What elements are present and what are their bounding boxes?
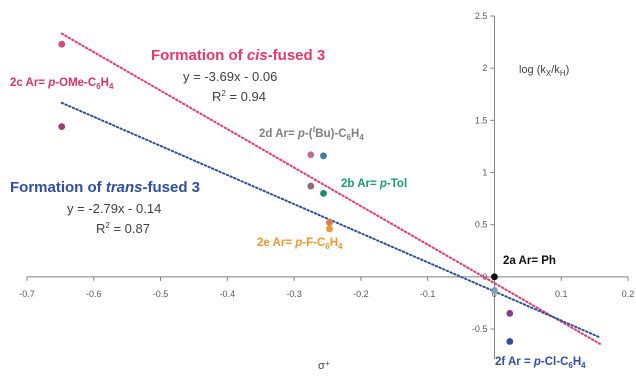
x-tick-label: -0.3 bbox=[286, 289, 302, 299]
label-2e: 2e Ar= p-F-C6H4 bbox=[257, 237, 343, 251]
point-2e-trans bbox=[326, 225, 333, 233]
cis-trendline bbox=[60, 32, 601, 345]
y-title-a: log (k bbox=[519, 64, 546, 76]
x-tick-label: -0.7 bbox=[19, 289, 35, 299]
label-2b: 2b Ar= p-Tol bbox=[341, 178, 407, 190]
x-tick-label: 0.1 bbox=[555, 289, 568, 299]
label-2d-mid: Bu)-C bbox=[315, 128, 346, 140]
label-2c-end: H bbox=[101, 77, 109, 89]
data-points bbox=[58, 40, 514, 345]
label-2f-post: -Cl-C bbox=[541, 356, 568, 368]
label-2f-sub: 6 bbox=[568, 361, 573, 370]
label-2b-pre: 2b Ar= bbox=[341, 178, 380, 190]
x-tick-label: 0.2 bbox=[622, 289, 635, 299]
label-2e-end: H bbox=[330, 237, 338, 249]
y-title-sub1: X bbox=[546, 69, 552, 78]
trans-r2-sup: 2 bbox=[105, 221, 110, 230]
trans-title-post: -fused 3 bbox=[143, 179, 201, 196]
label-2d-pre: 2d Ar= bbox=[259, 128, 298, 140]
point-2b-cis bbox=[320, 152, 327, 160]
label-2d-end: H bbox=[351, 128, 359, 140]
point-2d-trans bbox=[307, 182, 315, 190]
y-tick-label: -0.5 bbox=[472, 324, 488, 334]
label-2c-sub2: 4 bbox=[109, 82, 114, 91]
label-2a-pre: 2a Ar= Ph bbox=[503, 255, 556, 267]
y-title-end: ) bbox=[566, 64, 570, 76]
trans-r2-post: = 0.87 bbox=[110, 221, 150, 236]
y-tick-label: 1 bbox=[482, 168, 487, 178]
label-2e-ital: p bbox=[294, 237, 302, 249]
x-tick-label: -0.5 bbox=[153, 289, 169, 299]
label-2e-pre: 2e Ar= bbox=[257, 237, 295, 249]
y-tick-label: 2 bbox=[482, 63, 487, 73]
x-tick-label: -0.6 bbox=[86, 289, 102, 299]
cis-title-italic: cis bbox=[247, 47, 268, 64]
point-2c-trans bbox=[58, 123, 66, 130]
label-2f-pre: 2f Ar = bbox=[495, 356, 534, 368]
label-2c-pre: 2c Ar= bbox=[10, 77, 48, 89]
label-2d-sub2: 4 bbox=[359, 133, 364, 142]
point-2d-cis bbox=[307, 151, 315, 159]
label-2d-ital: p bbox=[297, 128, 305, 140]
cis-r2: R2 = 0.94 bbox=[212, 89, 266, 104]
label-2d-sub: 6 bbox=[347, 133, 352, 142]
label-2a: 2a Ar= Ph bbox=[503, 255, 556, 267]
trans-r2-pre: R bbox=[96, 221, 105, 236]
trans-title-pre: Formation of bbox=[10, 179, 106, 196]
x-tick-label: -0.1 bbox=[420, 289, 436, 299]
point-2c-cis bbox=[58, 40, 66, 48]
label-2e-post: -F-C bbox=[302, 237, 325, 249]
cis-title-post: -fused 3 bbox=[268, 47, 326, 64]
label-2c: 2c Ar= p-OMe-C6H4 bbox=[10, 77, 114, 91]
y-tick-label: 1.5 bbox=[475, 115, 488, 125]
cis-title-pre: Formation of bbox=[151, 47, 247, 64]
cis-r2-post: = 0.94 bbox=[226, 89, 266, 104]
label-2b-ital: p bbox=[379, 178, 387, 190]
cis-r2-pre: R bbox=[212, 89, 221, 104]
trans-equation: y = -2.79x - 0.14 bbox=[67, 201, 161, 216]
label-2f-end: H bbox=[573, 356, 581, 368]
label-2c-ital: p bbox=[47, 77, 55, 89]
label-2e-sub: 6 bbox=[325, 242, 330, 251]
point-2a-trans bbox=[491, 286, 498, 294]
trans-r2: R2 = 0.87 bbox=[96, 221, 150, 236]
label-2d-sup: t bbox=[313, 125, 316, 134]
label-2f-ital: p bbox=[533, 356, 541, 368]
y-tick-label: 0.5 bbox=[475, 220, 488, 230]
cis-fit-title: Formation of cis-fused 3 bbox=[151, 47, 325, 64]
label-2c-post: -OMe-C bbox=[55, 77, 96, 89]
x-tick-label: -0.2 bbox=[353, 289, 369, 299]
label-2f: 2f Ar = p-Cl-C6H4 bbox=[495, 356, 586, 370]
label-2d: 2d Ar= p-(tBu)-C6H4 bbox=[259, 125, 364, 142]
x-tick-label: 0 bbox=[492, 289, 497, 299]
point-2b-trans bbox=[320, 189, 327, 197]
point-2f-trans bbox=[506, 338, 514, 345]
point-2e-cis bbox=[326, 219, 333, 226]
label-2c-sub: 6 bbox=[96, 82, 101, 91]
y-title-mid: /k bbox=[551, 64, 560, 76]
label-2b-post: -Tol bbox=[387, 178, 407, 190]
label-2d-post: -( bbox=[305, 128, 313, 140]
point-2a-cis bbox=[491, 273, 498, 281]
point-2f-cis bbox=[506, 309, 514, 317]
cis-equation: y = -3.69x - 0.06 bbox=[183, 69, 277, 84]
y-tick-label: 2.5 bbox=[475, 11, 488, 21]
trans-title-italic: trans bbox=[106, 179, 143, 196]
y-title-sub2: H bbox=[560, 69, 566, 78]
y-axis-title: log (kX/kH) bbox=[519, 64, 569, 78]
label-2e-sub2: 4 bbox=[338, 242, 343, 251]
x-axis-title: σ⁺ bbox=[318, 360, 331, 372]
cis-r2-sup: 2 bbox=[221, 89, 226, 98]
x-tick-label: -0.4 bbox=[220, 289, 236, 299]
trans-fit-title: Formation of trans-fused 3 bbox=[10, 179, 200, 196]
label-2f-sub2: 4 bbox=[581, 361, 586, 370]
